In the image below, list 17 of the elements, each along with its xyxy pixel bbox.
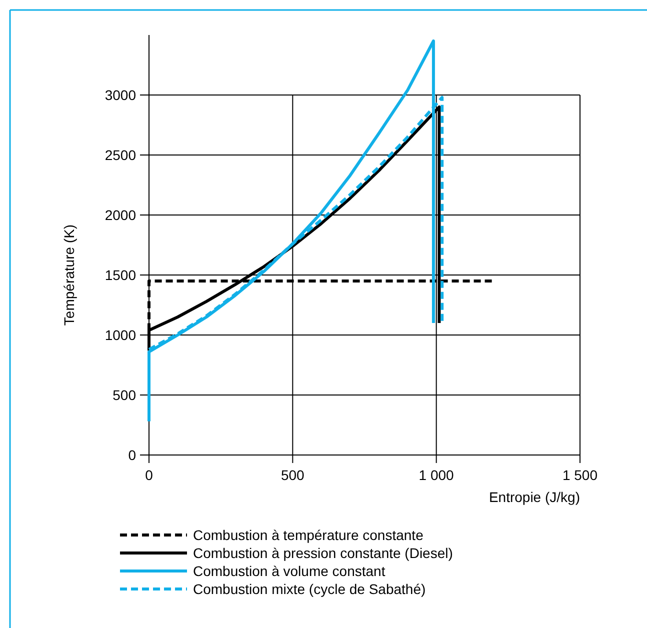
x-tick-label: 1 000 [418,467,454,483]
legend-label: Combustion mixte (cycle de Sabathé) [193,580,426,597]
y-tick-label: 3000 [104,86,136,103]
legend-label: Combustion à volume constant [193,562,386,579]
x-axis-title: Entropie (J/kg) [488,489,580,505]
x-tick-label: 1 500 [562,467,598,483]
y-tick-label: 2500 [104,146,136,163]
y-tick-label: 1000 [104,326,136,343]
x-tick-label: 0 [145,467,154,483]
y-tick-label: 500 [112,386,136,403]
legend-label: Combustion à pression constante (Diesel) [193,544,453,561]
legend-label: Combustion à température constante [193,526,424,543]
x-tick-label: 500 [280,467,305,483]
y-tick-label: 1500 [104,266,136,283]
y-axis-title: Température (K) [61,224,77,326]
y-tick-label: 2000 [104,206,136,223]
y-tick-label: 0 [128,446,136,463]
